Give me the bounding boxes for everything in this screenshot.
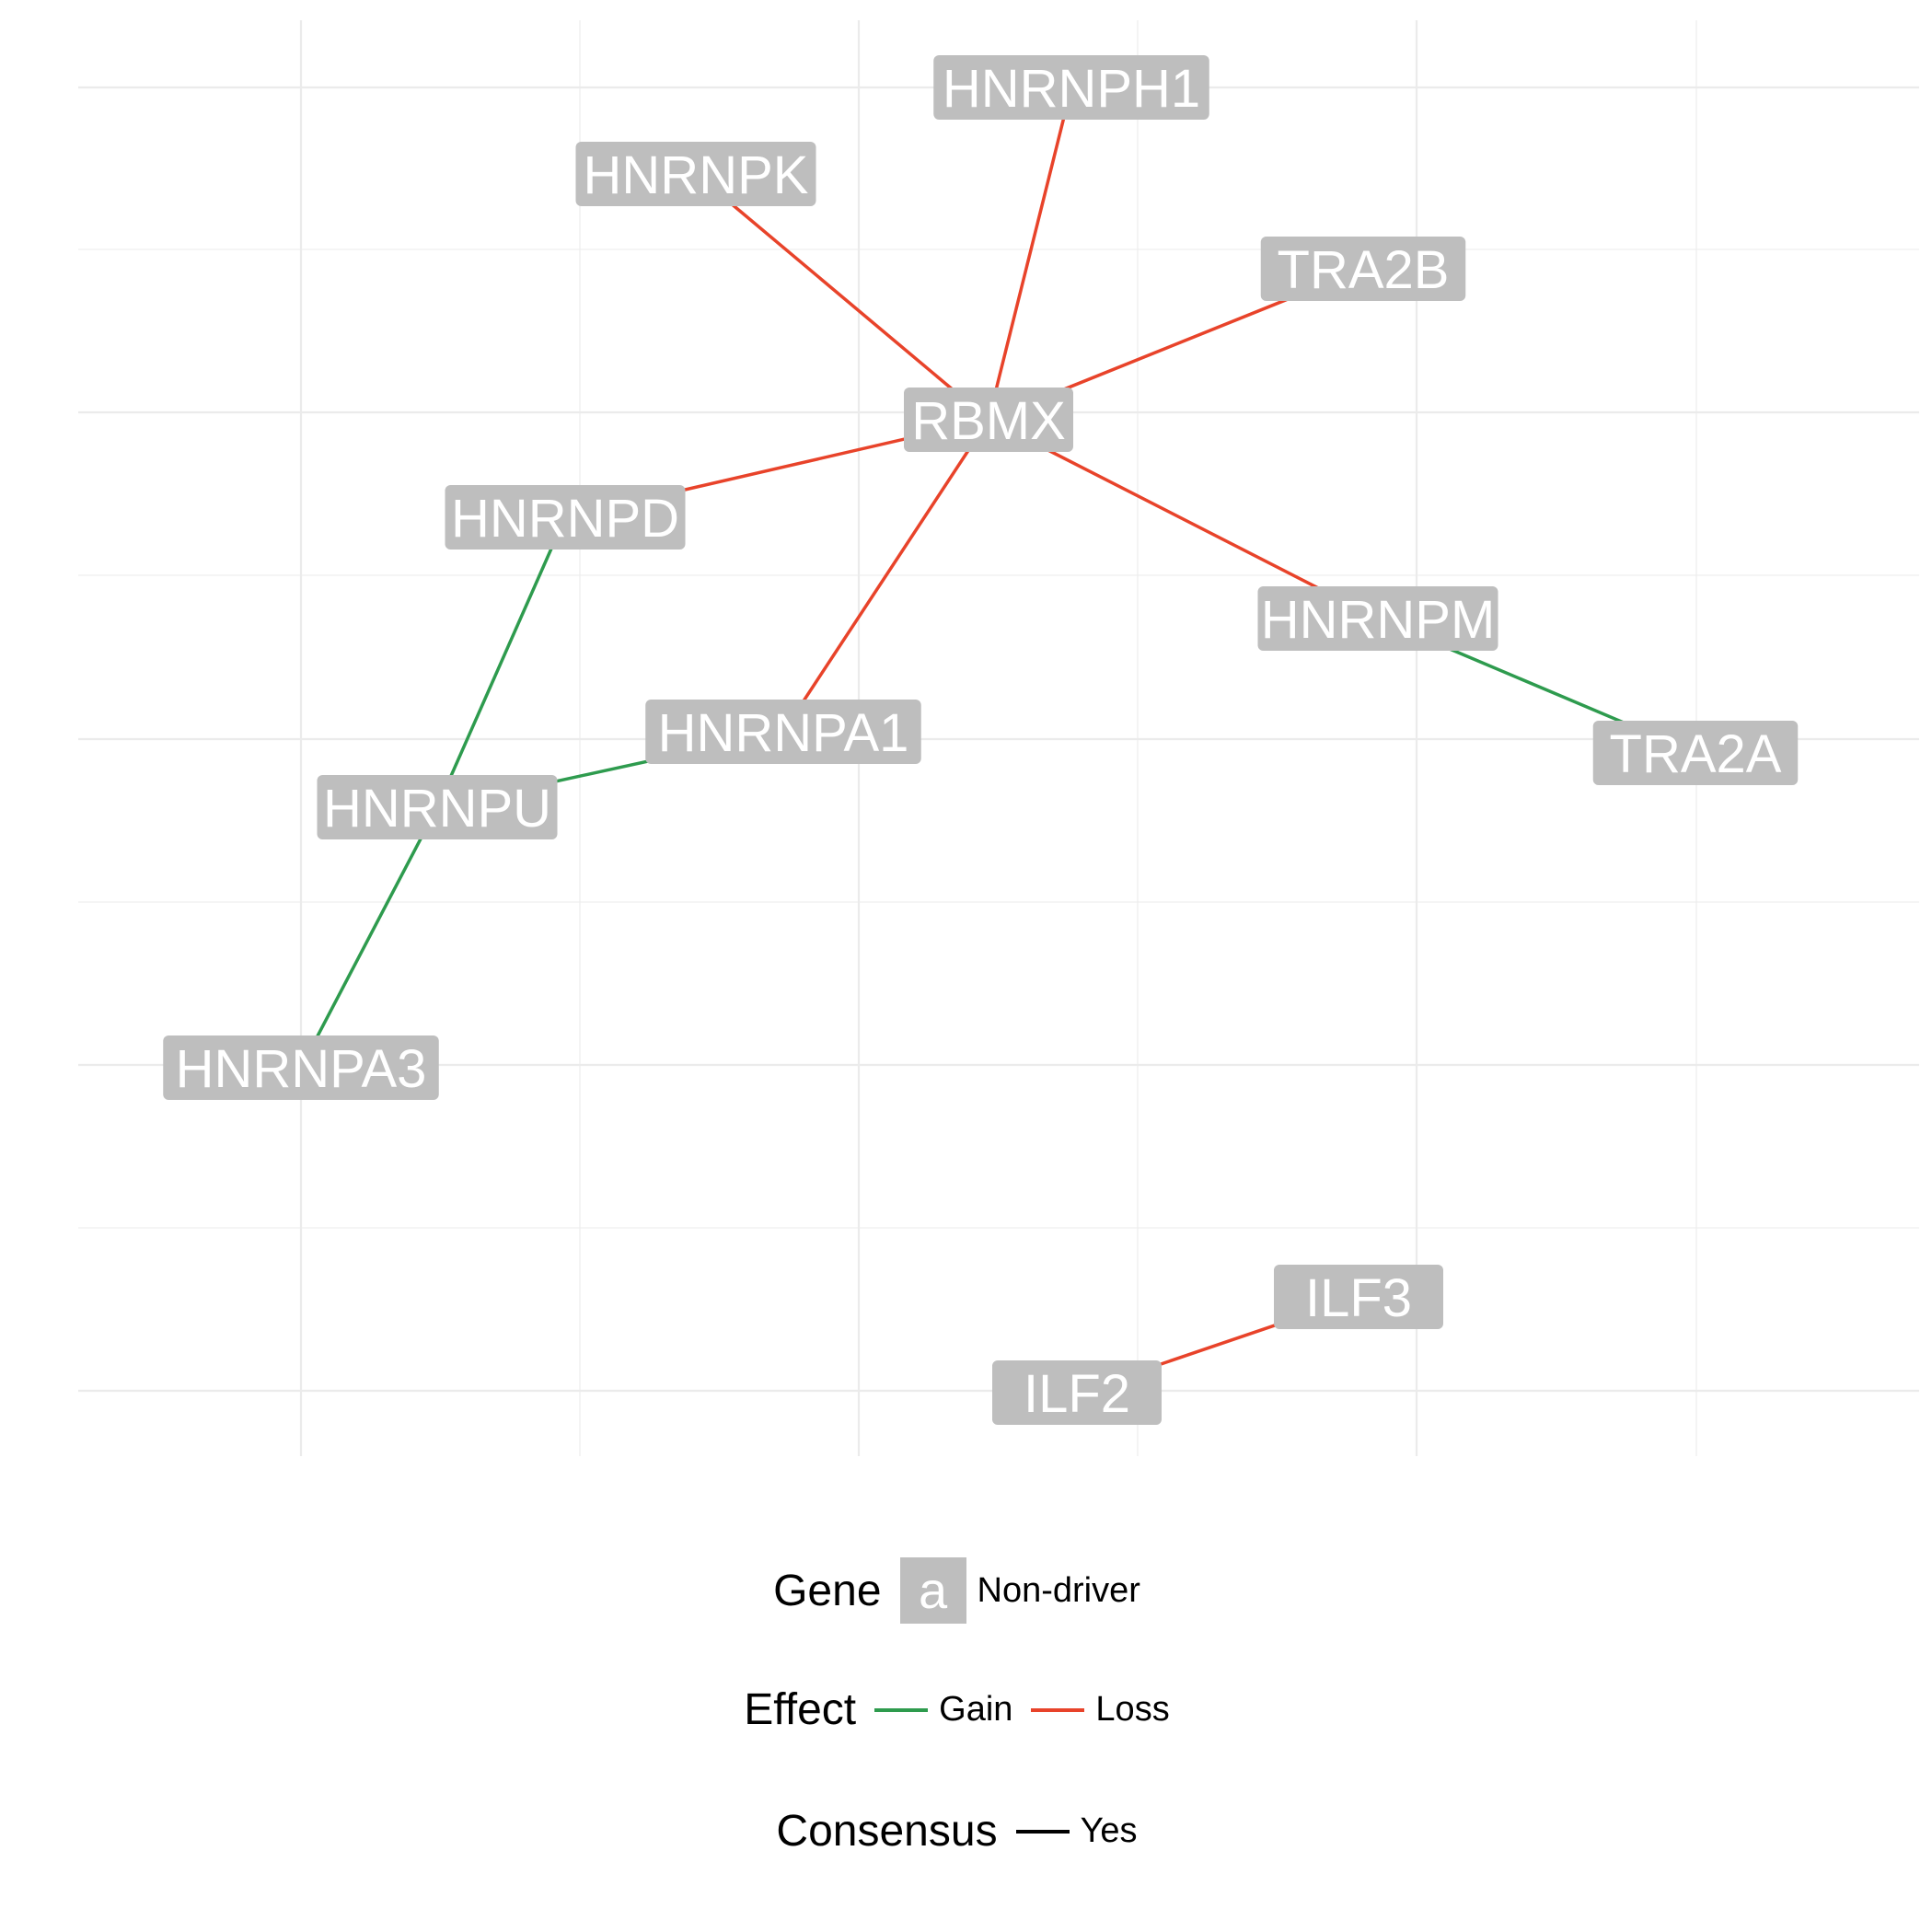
edge-rbmx-hnrnph1 xyxy=(987,87,1073,421)
effect-legend: Effect Gain Loss xyxy=(0,1684,1932,1735)
node-box xyxy=(575,142,816,206)
gain-legend-label: Gain xyxy=(939,1690,1013,1729)
gene-legend: Gene a Non-driver xyxy=(0,1557,1932,1624)
network-graph: HNRNPH1 HNRNPK TRA2B RBMX HNRNPD HNRNPM HNRNPA… xyxy=(78,20,1919,1456)
node-ilf3: ILF3 xyxy=(1274,1265,1443,1329)
node-label: ILF3 xyxy=(1305,1268,1412,1328)
nodes: HNRNPH1 HNRNPK TRA2B RBMX HNRNPD HNRNPM HNRNPA… xyxy=(163,55,1799,1425)
effect-legend-title: Effect xyxy=(744,1685,857,1734)
edge-rbmx-hnrnpm xyxy=(988,418,1379,620)
node-box xyxy=(645,700,921,764)
node-rbmx: RBMX xyxy=(904,388,1073,452)
node-hnrnpm: HNRNPM xyxy=(1257,586,1498,651)
node-box xyxy=(1274,1265,1443,1329)
node-hnrnph1: HNRNPH1 xyxy=(933,55,1209,120)
node-label: ILF2 xyxy=(1024,1364,1130,1424)
gene-legend-label: Non-driver xyxy=(977,1570,1140,1610)
node-box xyxy=(933,55,1209,120)
node-label: HNRNPA1 xyxy=(658,703,909,763)
node-label: TRA2B xyxy=(1278,240,1450,300)
edge-rbmx-hnrnpa1 xyxy=(781,419,990,733)
loss-legend-line xyxy=(1031,1707,1085,1712)
consensus-legend-title: Consensus xyxy=(776,1807,998,1856)
node-label: HNRNPU xyxy=(323,779,551,839)
node-hnrnpd: HNRNPD xyxy=(445,485,686,550)
node-hnrnpu: HNRNPU xyxy=(317,775,558,839)
node-box xyxy=(992,1360,1162,1425)
node-label: HNRNPA3 xyxy=(176,1039,427,1099)
edge-rbmx-hnrnpk xyxy=(694,172,990,422)
gene-legend-key: a xyxy=(899,1557,966,1624)
edge-hnrnpu-hnrnpa3 xyxy=(299,806,439,1069)
gain-legend-line xyxy=(874,1707,929,1712)
node-box xyxy=(163,1035,439,1100)
edge-hnrnpd-hnrnpu xyxy=(435,516,567,808)
consensus-legend: Consensus Yes xyxy=(0,1806,1932,1857)
node-box xyxy=(1592,721,1799,785)
node-label: RBMX xyxy=(911,391,1066,451)
node-hnrnpa1: HNRNPA1 xyxy=(645,700,921,764)
node-label: TRA2A xyxy=(1610,724,1782,784)
node-box xyxy=(904,388,1073,452)
consensus-yes-legend-line xyxy=(1015,1829,1070,1834)
node-hnrnpa3: HNRNPA3 xyxy=(163,1035,439,1100)
consensus-yes-legend-label: Yes xyxy=(1080,1811,1138,1850)
node-tra2b: TRA2B xyxy=(1260,237,1466,301)
node-tra2a: TRA2A xyxy=(1592,721,1799,785)
node-label: HNRNPD xyxy=(451,489,679,549)
node-hnrnpk: HNRNPK xyxy=(575,142,816,206)
node-label: HNRNPK xyxy=(584,145,809,205)
node-label: HNRNPH1 xyxy=(943,59,1200,119)
node-box xyxy=(445,485,686,550)
gene-legend-title: Gene xyxy=(773,1566,882,1615)
node-box xyxy=(1257,586,1498,651)
node-ilf2: ILF2 xyxy=(992,1360,1162,1425)
node-label: HNRNPM xyxy=(1261,590,1496,650)
loss-legend-label: Loss xyxy=(1095,1690,1170,1729)
node-box xyxy=(1260,237,1466,301)
node-box xyxy=(317,775,558,839)
